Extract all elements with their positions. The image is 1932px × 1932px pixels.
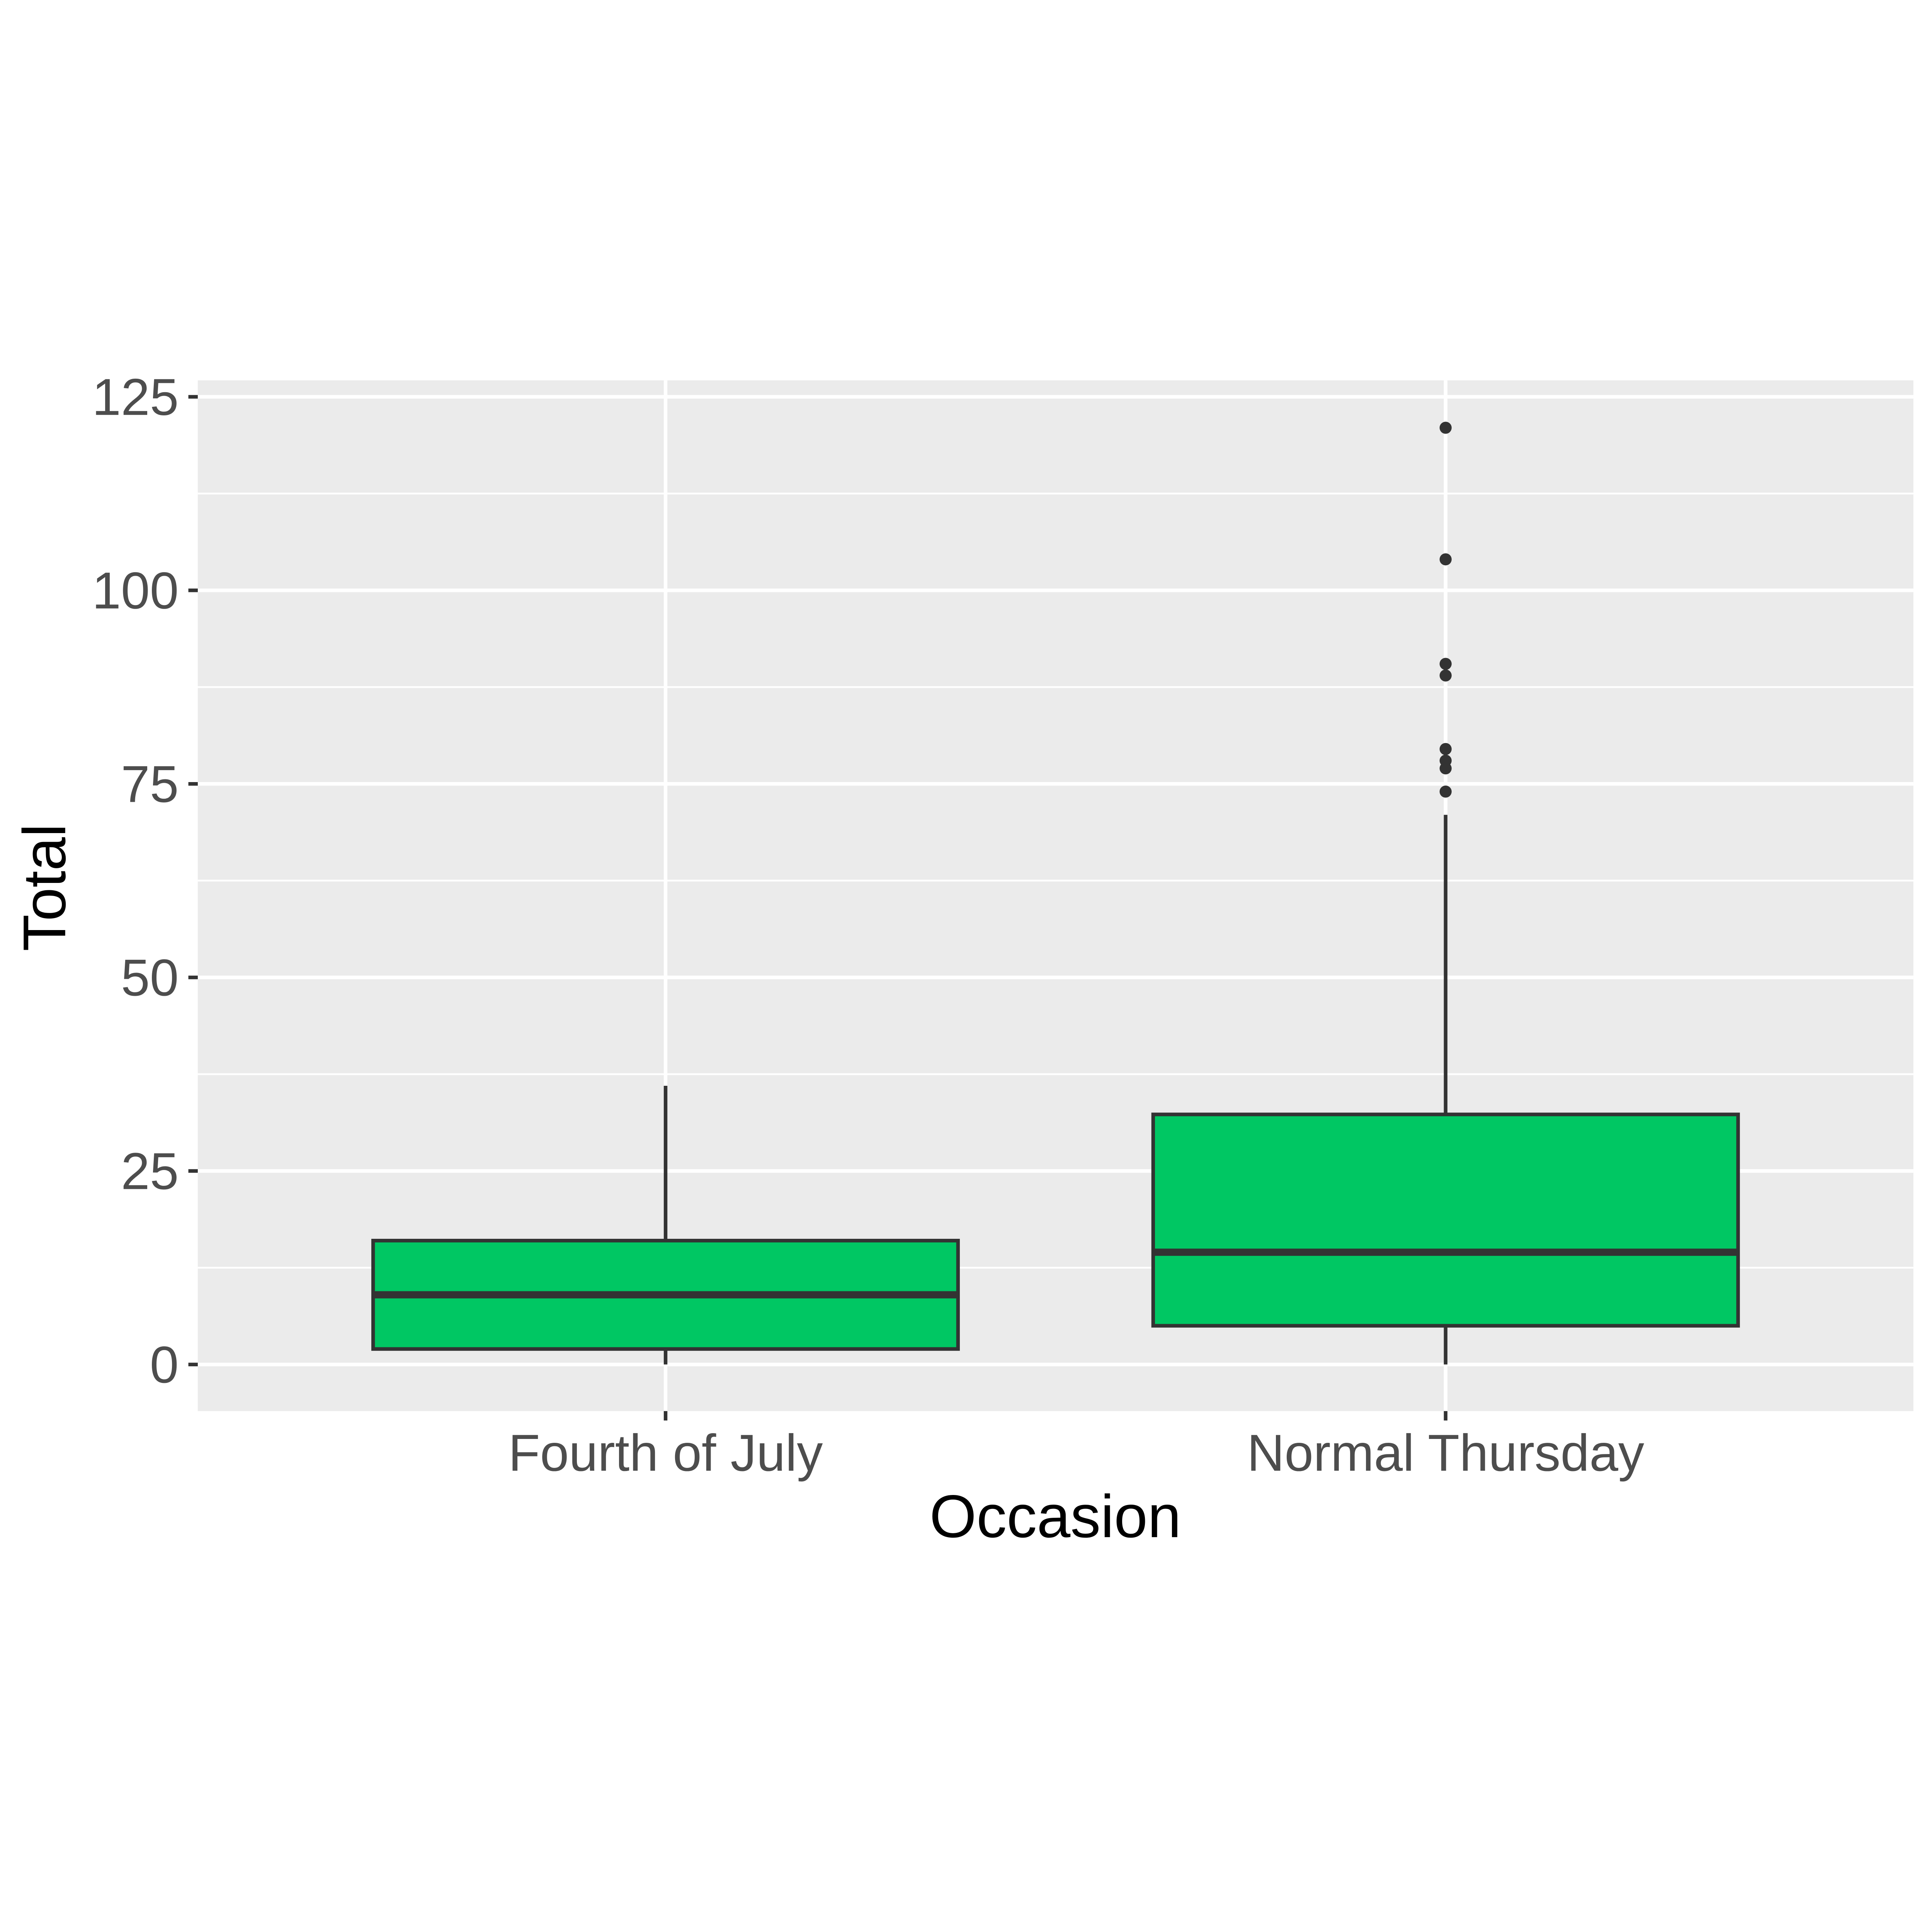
boxplot-normal-thursday [1151,422,1740,1365]
x-tick-label: Fourth of July [509,1424,823,1482]
x-axis-title: Occasion [930,1483,1181,1550]
y-tick-label: 50 [121,949,179,1007]
y-axis-title: Total [11,824,78,951]
outlier-point [1439,786,1452,798]
boxplot-series [371,422,1740,1365]
axis-tick-labels: 0 25 50 75 100 125 Fourth of July Normal Thursd… [92,368,1644,1482]
outlier-point [1439,422,1452,434]
outlier-point [1439,658,1452,670]
y-tick-label: 75 [121,755,179,813]
outlier-point [1439,669,1452,682]
outlier-point [1439,743,1452,755]
y-tick-label: 100 [92,562,179,620]
y-tick-label: 0 [150,1336,179,1394]
outlier-point [1439,553,1452,566]
iqr-box [1151,1112,1740,1328]
boxplot-fourth-of-july [371,1085,960,1365]
axis-tick-marks [188,395,1447,1421]
y-tick-label: 25 [121,1142,179,1200]
y-tick-label: 125 [92,368,179,426]
outlier-point [1439,754,1452,767]
x-tick-label: Normal Thursday [1247,1424,1644,1482]
